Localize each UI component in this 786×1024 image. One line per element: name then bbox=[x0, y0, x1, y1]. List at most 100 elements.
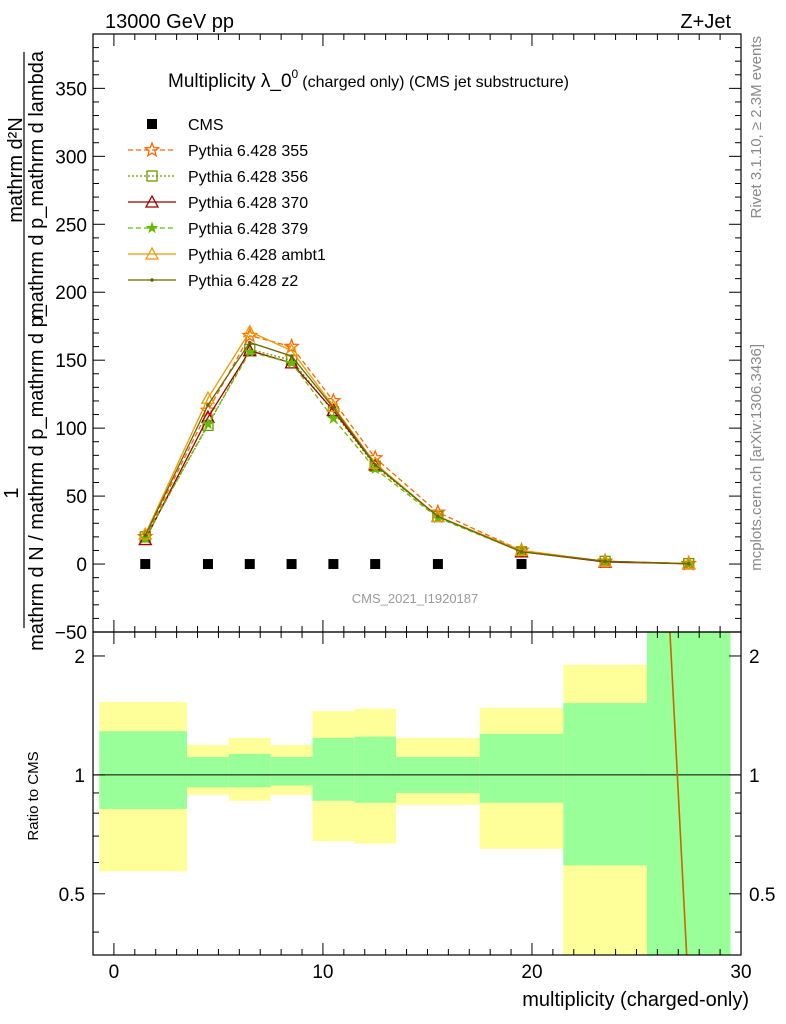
legend-marker-1 bbox=[146, 170, 158, 182]
ratio-plot-frame bbox=[92, 631, 742, 956]
ratio-ytick-label-right-0: 0.5 bbox=[749, 885, 775, 906]
main-ytick-label-2: 50 bbox=[66, 487, 87, 508]
series-3-point-1 bbox=[201, 417, 215, 430]
ratio-ytick-label-left-0: 0.5 bbox=[59, 885, 85, 906]
legend-entry-cms: CMS bbox=[147, 117, 224, 134]
legend-entry-5: Pythia 6.428 z2 bbox=[128, 273, 298, 290]
legend-marker-5 bbox=[150, 278, 154, 282]
legend-marker-4 bbox=[144, 246, 160, 260]
series-5-point-1 bbox=[206, 403, 210, 407]
series-4-point-0 bbox=[138, 526, 153, 540]
cms-point-7 bbox=[516, 559, 527, 570]
main-series bbox=[136, 324, 698, 571]
series-5-point-2 bbox=[247, 340, 252, 345]
side-label-rivet: Rivet 3.1.10, ≥ 2.3M events bbox=[748, 36, 765, 219]
cms-point-0 bbox=[140, 559, 151, 570]
legend-entry-1: Pythia 6.428 356 bbox=[128, 169, 308, 186]
series-0-point-3 bbox=[283, 337, 300, 354]
main-ytick-label-3: 100 bbox=[55, 419, 87, 440]
header-left: 13000 GeV pp bbox=[105, 11, 234, 33]
series-line-3 bbox=[144, 351, 689, 565]
header-right: Z+Jet bbox=[680, 11, 731, 33]
ratio-band-green-5 bbox=[354, 736, 397, 803]
series-4-point-2 bbox=[242, 324, 257, 338]
series-line-0 bbox=[144, 334, 689, 565]
series-3-point-4 bbox=[327, 412, 340, 424]
main-ytick-label-5: 200 bbox=[55, 283, 87, 304]
ratio-band-green-2 bbox=[228, 753, 271, 788]
series-line-1 bbox=[144, 348, 689, 565]
ratio-band-green-7 bbox=[479, 733, 564, 803]
series-line-2 bbox=[144, 349, 689, 565]
ratio-band-green-9 bbox=[646, 632, 731, 955]
series-line-4 bbox=[144, 330, 689, 565]
chart-title-sup: 0 bbox=[292, 67, 299, 81]
cms-point-2 bbox=[244, 559, 255, 570]
y-axis-label-denominator-2: mathrm d p_mathrm d lambda bbox=[26, 50, 48, 319]
legend-label-cms: CMS bbox=[188, 117, 224, 134]
cms-point-4 bbox=[328, 559, 339, 570]
xtick-label-3: 30 bbox=[730, 962, 751, 983]
chart-title-main: Multiplicity λ_0 bbox=[168, 71, 292, 92]
ratio-series-line bbox=[669, 631, 688, 956]
legend-label-0: Pythia 6.428 355 bbox=[188, 143, 308, 160]
main-ytick-label-0: −50 bbox=[55, 623, 87, 644]
legend-label-3: Pythia 6.428 379 bbox=[188, 221, 308, 238]
series-5-point-6 bbox=[436, 514, 440, 519]
series-5-point-0 bbox=[143, 533, 148, 538]
ratio-band-green-0 bbox=[99, 731, 188, 809]
legend-marker-2 bbox=[144, 194, 160, 208]
legend-entry-2: Pythia 6.428 370 bbox=[128, 194, 308, 212]
legend-label-4: Pythia 6.428 ambt1 bbox=[188, 247, 326, 264]
ratio-ytick-label-right-1: 1 bbox=[749, 766, 760, 787]
chart-title: Multiplicity λ_00 (charged only) (CMS jet… bbox=[168, 67, 569, 92]
legend-entry-0: Pythia 6.428 355 bbox=[128, 141, 308, 160]
xtick-label-1: 10 bbox=[312, 962, 333, 983]
series-3-point-0 bbox=[139, 531, 152, 544]
ratio-bands bbox=[99, 632, 731, 955]
legend-entry-3: Pythia 6.428 379 bbox=[128, 221, 308, 238]
series-5-point-5 bbox=[373, 463, 377, 467]
cms-point-5 bbox=[370, 559, 381, 570]
series-3-point-2 bbox=[243, 345, 256, 358]
main-ytick-label-1: 0 bbox=[76, 555, 87, 576]
y-axis-label-denominator-1: mathrm d N / mathrm d p_mathrm d p_ bbox=[26, 304, 48, 651]
ratio-ytick-label-right-2: 2 bbox=[749, 647, 760, 668]
series-4-point-5 bbox=[368, 456, 383, 470]
ratio-band-green-8 bbox=[563, 703, 647, 866]
series-5-point-4 bbox=[331, 405, 336, 410]
x-axis-label: multiplicity (charged-only) bbox=[522, 989, 749, 1011]
legend-label-5: Pythia 6.428 z2 bbox=[188, 273, 298, 290]
cms-point-1 bbox=[202, 559, 213, 570]
ratio-y-axis-label: Ratio to CMS bbox=[25, 751, 42, 840]
main-ytick-label-8: 350 bbox=[55, 79, 87, 100]
cms-point-3 bbox=[286, 559, 297, 570]
analysis-watermark: CMS_2021_I1920187 bbox=[352, 591, 479, 606]
main-ytick-label-7: 300 bbox=[55, 147, 87, 168]
xtick-label-0: 0 bbox=[109, 962, 120, 983]
series-line-5 bbox=[144, 341, 689, 565]
series-4-point-4 bbox=[326, 399, 341, 413]
chart-title-small: (charged only) (CMS jet substructure) bbox=[302, 74, 569, 91]
legend-label-1: Pythia 6.428 356 bbox=[188, 169, 308, 186]
legend-marker-3 bbox=[145, 221, 159, 234]
legend-entry-4: Pythia 6.428 ambt1 bbox=[128, 246, 326, 264]
ratio-band-green-3 bbox=[270, 756, 313, 786]
cms-point-6 bbox=[432, 559, 443, 570]
ratio-ytick-label-left-1: 1 bbox=[74, 766, 85, 787]
y-axis-label-numerator: 1 bbox=[1, 487, 23, 498]
series-5-point-8 bbox=[603, 559, 607, 564]
ratio-ytick-label-left-2: 2 bbox=[74, 647, 85, 668]
legend-label-2: Pythia 6.428 370 bbox=[188, 195, 308, 212]
side-label-mcplots: mcplots.cern.ch [arXiv:1306.3436] bbox=[748, 344, 765, 571]
series-4-point-6 bbox=[430, 509, 445, 523]
main-ytick-label-6: 250 bbox=[55, 215, 87, 236]
ratio-band-green-1 bbox=[187, 756, 229, 788]
ratio-extras bbox=[93, 631, 741, 956]
main-ytick-label-4: 150 bbox=[55, 351, 87, 372]
ratio-band-green-4 bbox=[312, 737, 355, 801]
y-axis-label-top: mathrm d²N bbox=[5, 117, 27, 223]
legend-marker-0 bbox=[143, 141, 161, 158]
series-5-point-7 bbox=[519, 550, 524, 554]
